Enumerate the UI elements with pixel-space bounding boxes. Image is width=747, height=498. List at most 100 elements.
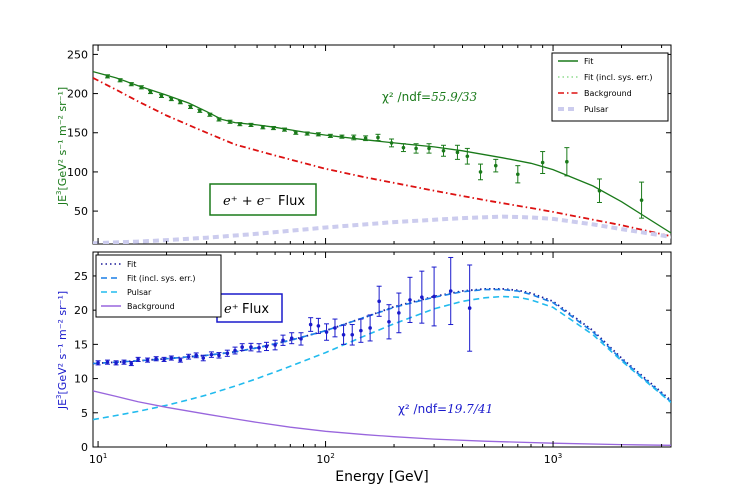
data-point [515, 165, 521, 184]
data-point [177, 100, 183, 105]
bottom-y-axis-label-sup: 3 [55, 394, 63, 398]
data-point [464, 147, 470, 165]
bottom-flux-word: Flux [242, 302, 269, 317]
legend-label: Fit (incl. sys. err.) [584, 73, 653, 82]
data-point [639, 181, 645, 219]
data-point [454, 144, 460, 160]
data-point [304, 131, 310, 136]
data-point [282, 127, 288, 132]
data-point [248, 342, 254, 352]
bottom-flux-box: e⁺ Flux [216, 293, 283, 323]
legend-label: Background [127, 302, 175, 311]
data-point [216, 352, 222, 359]
data-point [207, 112, 213, 117]
top-chi2-label: χ² /ndf [382, 90, 422, 104]
data-point [104, 359, 110, 365]
top-y-axis-label-prefix: JE [56, 195, 69, 206]
legend-entry: Background [558, 89, 632, 98]
y-tick-label: 10 [74, 373, 88, 386]
data-point [248, 122, 254, 127]
data-point [351, 134, 357, 141]
data-point [339, 134, 345, 139]
x-tick-label: 101 [89, 452, 107, 466]
data-point [186, 353, 192, 360]
data-point [272, 339, 278, 351]
bottom-y-axis-label: JE3[GeV² s⁻¹ m⁻² sr⁻¹] [55, 291, 69, 410]
y-tick-label: 250 [67, 48, 88, 61]
series-background-line [93, 390, 671, 446]
data-point [104, 74, 110, 79]
series-pulsar-line [93, 214, 671, 244]
data-point [341, 324, 347, 345]
data-point [448, 256, 454, 326]
bottom-chi2-annotation: χ² /ndf=19.7/41 [398, 402, 493, 416]
legend-label: Pulsar [584, 105, 609, 114]
data-point [540, 151, 546, 174]
data-point [431, 266, 437, 327]
bottom-y-axis-label-prefix: JE [56, 399, 69, 410]
data-point [426, 143, 432, 154]
legend-label: Fit [127, 260, 136, 269]
data-point [177, 357, 183, 363]
data-point [493, 158, 499, 173]
legend-entry: Fit (incl. sys. err.) [101, 274, 196, 283]
data-point [224, 349, 230, 357]
data-point [324, 323, 330, 341]
data-point [400, 143, 406, 153]
legend-label: Fit (incl. sys. err.) [127, 274, 196, 283]
y-tick-label: 20 [74, 304, 88, 317]
top-flux-word: Flux [278, 194, 305, 209]
data-point [193, 352, 199, 359]
bottom-panel: 101 102 103 0 5 10 15 20 25 JE3[GeV² s⁻¹ m⁻² sr… [55, 251, 672, 485]
data-point [349, 324, 355, 346]
data-point [128, 360, 134, 367]
y-tick-label: 15 [74, 338, 88, 351]
data-point [358, 318, 364, 343]
data-point [315, 132, 321, 137]
data-point [188, 104, 194, 109]
y-tick-label: 150 [67, 127, 88, 140]
data-point [260, 125, 266, 130]
legend-label: Fit [584, 57, 593, 66]
data-point [153, 356, 159, 362]
data-point [200, 354, 206, 362]
legend-label: Background [584, 89, 632, 98]
bottom-chi2-label: χ² /ndf [398, 402, 438, 416]
top-flux-box: e⁺ + e⁻ Flux [209, 183, 317, 216]
top-flux-particles: e⁺ + e⁻ [223, 194, 271, 209]
x-axis-label: Energy [GeV] [335, 469, 428, 485]
x-tick-label: 103 [544, 452, 562, 466]
data-point [121, 359, 127, 365]
top-chi2-value: =55.9/33 [421, 90, 477, 104]
data-point [216, 117, 222, 122]
data-point [147, 89, 153, 95]
bottom-chi2-value: =19.7/41 [437, 402, 493, 416]
data-point [280, 334, 286, 346]
data-point [375, 133, 381, 142]
legend-entry: Fit [101, 260, 136, 269]
data-point [413, 143, 419, 154]
data-point [596, 178, 602, 203]
series-fit-incl-sys-err--line [93, 288, 671, 403]
top-panel: 50 100 150 200 250 JE3[GeV² s⁻¹ m⁻² sr⁻¹] χ²… [55, 44, 672, 245]
series-fit-line [93, 70, 671, 234]
data-point [367, 314, 373, 342]
series-pulsar-line [93, 295, 671, 421]
top-chi2-annotation: χ² /ndf=55.9/33 [382, 90, 477, 104]
data-point [263, 341, 269, 352]
data-point [232, 346, 238, 355]
y-tick-label: 50 [74, 205, 88, 218]
data-point [298, 332, 304, 346]
data-point [208, 351, 214, 358]
data-point [332, 318, 338, 338]
data-point [168, 355, 174, 361]
x-tick-label: 102 [316, 452, 334, 466]
bottom-y-axis-label-units: [GeV² s⁻¹ m⁻² sr⁻¹] [56, 291, 69, 395]
data-point [227, 119, 233, 124]
top-y-axis-label: JE3[GeV² s⁻¹ m⁻² sr⁻¹] [55, 87, 69, 206]
data-point [128, 82, 134, 87]
data-point [145, 357, 151, 363]
data-point [289, 332, 295, 345]
y-tick-label: 5 [81, 407, 88, 420]
